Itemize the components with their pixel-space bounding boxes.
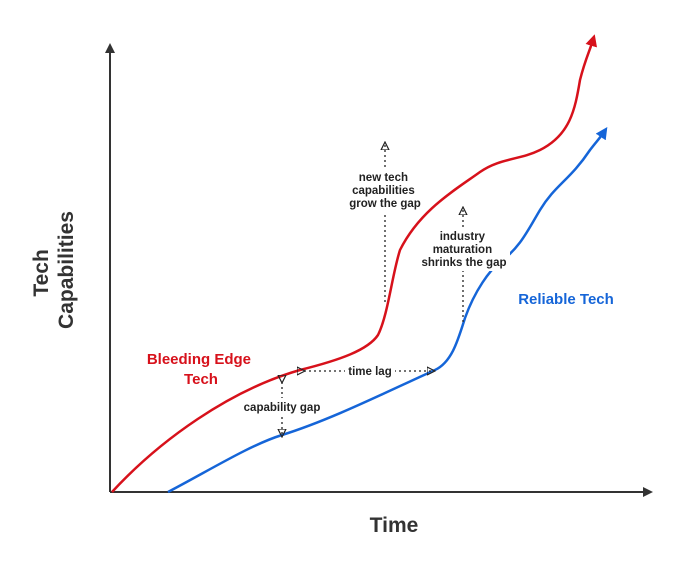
grow-gap-label: new tech capabilities grow the gap: [349, 172, 421, 210]
reliable-tech-label: Reliable Tech: [518, 291, 614, 308]
grow-gap-line1: new tech: [359, 172, 408, 184]
grow-gap-line3: grow the gap: [349, 198, 421, 210]
shrink-gap-label: industry maturation shrinks the gap: [422, 231, 507, 269]
shrink-gap-line1: industry: [440, 231, 486, 243]
shrink-gap-line2: maturation: [433, 244, 492, 256]
grow-gap-line2: capabilities: [352, 185, 415, 197]
bleeding-edge-label: Bleeding Edge Tech: [147, 351, 255, 388]
bleeding-edge-label-line1: Bleeding Edge: [147, 351, 251, 368]
y-axis-title-line2: Capabilities: [55, 211, 78, 329]
bleeding-edge-curve: [111, 34, 598, 493]
shrink-gap-line3: shrinks the gap: [422, 257, 507, 269]
capability-gap-label: capability gap: [244, 402, 321, 414]
bleeding-edge-label-line2: Tech: [184, 371, 218, 388]
time-lag-label: time lag: [348, 366, 391, 378]
y-axis-title-line1: Tech: [30, 249, 53, 296]
y-axis-title: Tech Capabilities: [30, 211, 78, 329]
x-axis-title: Time: [370, 514, 419, 537]
